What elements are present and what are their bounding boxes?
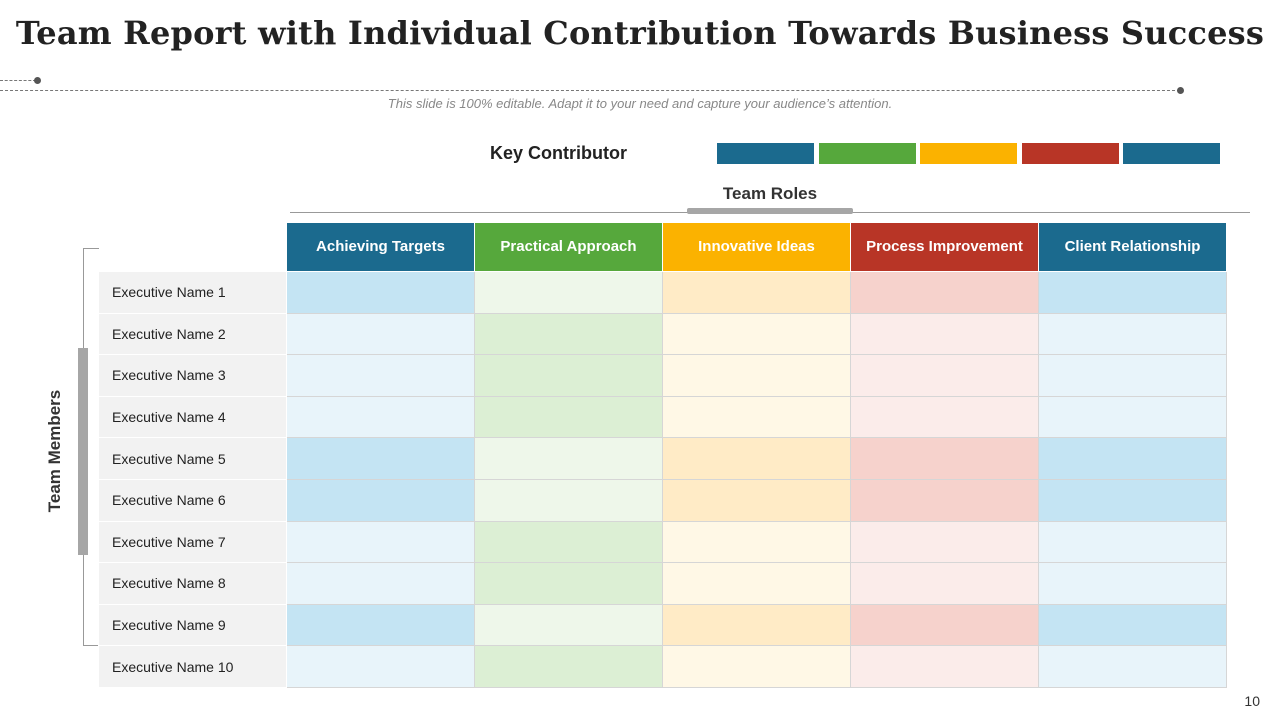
- table-body: Executive Name 1 Executive Name 2 Executiv…: [98, 271, 1227, 688]
- table-header-row: Achieving Targets Practical Approach Innov…: [98, 222, 1227, 272]
- legend-swatch: [818, 143, 916, 164]
- contribution-cell[interactable]: [286, 645, 475, 688]
- contribution-cell[interactable]: [1038, 271, 1227, 314]
- decorative-dot-right: [1177, 87, 1184, 94]
- contribution-cell[interactable]: [850, 520, 1039, 564]
- contribution-cell[interactable]: [474, 520, 663, 564]
- contribution-cell[interactable]: [850, 395, 1039, 439]
- contribution-cell[interactable]: [1038, 354, 1227, 397]
- decorative-dashed-line-long: [0, 90, 1180, 91]
- contribution-cell[interactable]: [286, 562, 475, 605]
- executive-name: Executive Name 3: [98, 354, 287, 397]
- table-row: Executive Name 4: [98, 395, 1227, 439]
- table-row: Executive Name 6: [98, 478, 1227, 522]
- contribution-cell[interactable]: [850, 603, 1039, 647]
- slide-title: Team Report with Individual Contribution…: [15, 14, 1265, 52]
- executive-name: Executive Name 4: [98, 395, 287, 439]
- contribution-cell[interactable]: [1038, 520, 1227, 564]
- contribution-cell[interactable]: [474, 354, 663, 397]
- contribution-cell[interactable]: [286, 603, 475, 647]
- legend-swatch: [1021, 143, 1119, 164]
- table-row: Executive Name 1: [98, 271, 1227, 314]
- legend-swatch: [920, 143, 1017, 164]
- contribution-cell[interactable]: [662, 354, 851, 397]
- contribution-cell[interactable]: [662, 478, 851, 522]
- executive-name: Executive Name 6: [98, 478, 287, 522]
- legend-swatch: [717, 143, 814, 164]
- column-header: Innovative Ideas: [662, 222, 851, 272]
- executive-name: Executive Name 8: [98, 562, 287, 605]
- contribution-cell[interactable]: [662, 603, 851, 647]
- column-header: Process Improvement: [850, 222, 1039, 272]
- slide-subtitle: This slide is 100% editable. Adapt it to…: [387, 96, 893, 111]
- contribution-cell[interactable]: [286, 354, 475, 397]
- contribution-cell[interactable]: [474, 437, 663, 480]
- contribution-cell[interactable]: [662, 562, 851, 605]
- contribution-cell[interactable]: [474, 312, 663, 356]
- executive-name: Executive Name 9: [98, 603, 287, 647]
- contribution-cell[interactable]: [1038, 312, 1227, 356]
- contribution-cell[interactable]: [662, 645, 851, 688]
- contribution-cell[interactable]: [850, 354, 1039, 397]
- contribution-cell[interactable]: [1038, 437, 1227, 480]
- contribution-table: Achieving Targets Practical Approach Innov…: [98, 222, 1227, 688]
- table-row: Executive Name 7: [98, 520, 1227, 564]
- table-row: Executive Name 8: [98, 562, 1227, 605]
- contribution-cell[interactable]: [286, 395, 475, 439]
- contribution-cell[interactable]: [1038, 562, 1227, 605]
- contribution-cell[interactable]: [1038, 645, 1227, 688]
- team-roles-label: Team Roles: [722, 184, 818, 203]
- decorative-dashed-line-short: [0, 80, 36, 81]
- contribution-cell[interactable]: [1038, 603, 1227, 647]
- executive-name: Executive Name 1: [98, 271, 287, 314]
- table-row: Executive Name 3: [98, 354, 1227, 397]
- contribution-cell[interactable]: [662, 437, 851, 480]
- column-header: Client Relationship: [1038, 222, 1227, 272]
- executive-name: Executive Name 5: [98, 437, 287, 480]
- contribution-cell[interactable]: [474, 562, 663, 605]
- contribution-cell[interactable]: [850, 562, 1039, 605]
- team-members-accent-bar: [78, 348, 88, 555]
- key-contributor-label: Key Contributor: [490, 143, 627, 163]
- contribution-cell[interactable]: [662, 520, 851, 564]
- page-number: 10: [1244, 693, 1260, 709]
- contribution-cell[interactable]: [662, 271, 851, 314]
- contribution-cell[interactable]: [850, 271, 1039, 314]
- contribution-cell[interactable]: [286, 437, 475, 480]
- contribution-cell[interactable]: [850, 437, 1039, 480]
- column-header: Achieving Targets: [286, 222, 475, 272]
- contribution-cell[interactable]: [1038, 395, 1227, 439]
- decorative-dot-left: [34, 77, 41, 84]
- table-row: Executive Name 10: [98, 645, 1227, 688]
- contribution-cell[interactable]: [662, 395, 851, 439]
- contribution-cell[interactable]: [286, 312, 475, 356]
- contribution-cell[interactable]: [850, 645, 1039, 688]
- contribution-cell[interactable]: [850, 478, 1039, 522]
- executive-name: Executive Name 2: [98, 312, 287, 356]
- contribution-cell[interactable]: [1038, 478, 1227, 522]
- executive-name: Executive Name 10: [98, 645, 287, 688]
- contribution-cell[interactable]: [286, 478, 475, 522]
- contribution-cell[interactable]: [850, 312, 1039, 356]
- contribution-cell[interactable]: [474, 271, 663, 314]
- contribution-cell[interactable]: [286, 271, 475, 314]
- contribution-cell[interactable]: [474, 603, 663, 647]
- contribution-cell[interactable]: [474, 478, 663, 522]
- contribution-cell[interactable]: [286, 520, 475, 564]
- column-header: Practical Approach: [474, 222, 663, 272]
- table-corner: [98, 222, 287, 272]
- contribution-cell[interactable]: [662, 312, 851, 356]
- legend-swatch: [1123, 143, 1220, 164]
- executive-name: Executive Name 7: [98, 520, 287, 564]
- table-row: Executive Name 9: [98, 603, 1227, 647]
- team-roles-accent-bar: [687, 208, 853, 214]
- team-members-label: Team Members: [45, 389, 64, 513]
- table-row: Executive Name 5: [98, 437, 1227, 480]
- table-row: Executive Name 2: [98, 312, 1227, 356]
- contribution-cell[interactable]: [474, 645, 663, 688]
- contribution-cell[interactable]: [474, 395, 663, 439]
